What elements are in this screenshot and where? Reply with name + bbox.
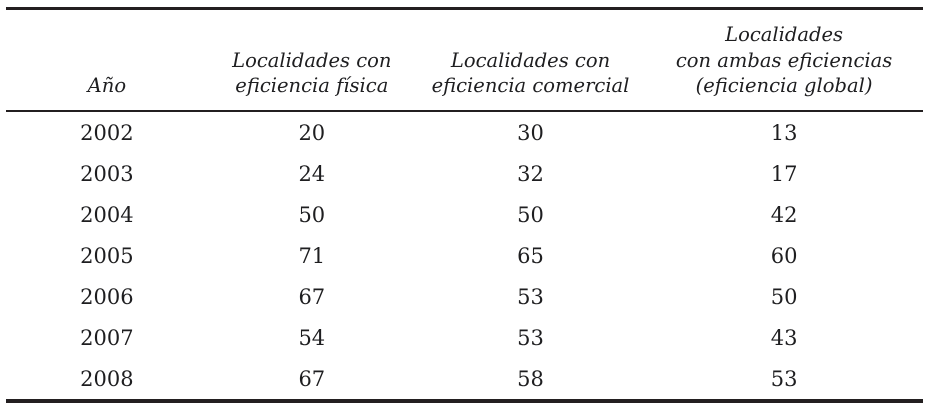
table-row: 2005 71 65 60 <box>6 235 923 276</box>
table-row: 2004 50 50 42 <box>6 194 923 235</box>
cell-comercial: 65 <box>517 243 544 268</box>
cell-comercial: 32 <box>517 161 544 186</box>
cell-year: 2007 <box>80 325 134 350</box>
cell-global: 42 <box>770 202 798 227</box>
cell-comercial: 53 <box>517 284 544 309</box>
column-header-eficiencia-comercial: Localidades con eficiencia comercial <box>415 8 646 113</box>
cell-fisica: 24 <box>298 161 326 186</box>
table-row: 2008 67 58 53 <box>6 358 923 401</box>
column-header-ano: Año <box>6 8 208 113</box>
efficiency-table: Año Localidades con eficiencia física Lo… <box>6 7 923 404</box>
cell-year: 2004 <box>80 202 134 227</box>
cell-fisica: 54 <box>298 325 326 350</box>
column-header-label: eficiencia comercial <box>431 74 630 98</box>
column-header-label: eficiencia física <box>235 74 389 98</box>
cell-fisica: 67 <box>298 366 326 391</box>
table-row: 2007 54 53 43 <box>6 317 923 358</box>
cell-comercial: 50 <box>517 202 544 227</box>
column-header-label: Año <box>87 74 127 98</box>
cell-global: 43 <box>770 325 798 350</box>
table-row: 2002 20 30 13 <box>6 111 923 153</box>
cell-year: 2002 <box>80 120 134 145</box>
cell-comercial: 58 <box>517 366 544 391</box>
cell-global: 50 <box>770 284 798 309</box>
cell-comercial: 53 <box>517 325 544 350</box>
column-header-label: Localidades <box>725 23 843 46</box>
column-header-eficiencia-fisica: Localidades con eficiencia física <box>207 8 416 113</box>
table-header-row: Año Localidades con eficiencia física Lo… <box>6 8 923 113</box>
cell-fisica: 50 <box>298 202 326 227</box>
cell-year: 2003 <box>80 161 134 186</box>
cell-global: 53 <box>770 366 798 391</box>
cell-global: 60 <box>770 243 798 268</box>
cell-year: 2008 <box>80 366 134 391</box>
cell-global: 17 <box>770 161 798 186</box>
column-header-label: Localidades con <box>232 48 392 72</box>
column-header-label: con ambas eficiencias <box>675 48 893 72</box>
column-header-eficiencia-global: Localidades con ambas eficiencias (efici… <box>645 8 923 113</box>
cell-fisica: 67 <box>298 284 326 309</box>
cell-year: 2006 <box>80 284 134 309</box>
cell-fisica: 20 <box>298 120 326 145</box>
column-header-label: (eficiencia global) <box>695 74 873 98</box>
cell-year: 2005 <box>80 243 134 268</box>
cell-global: 13 <box>770 120 798 145</box>
column-header-label: Localidades con <box>450 48 611 72</box>
table-row: 2006 67 53 50 <box>6 276 923 317</box>
cell-fisica: 71 <box>298 243 326 268</box>
table-row: 2003 24 32 17 <box>6 153 923 194</box>
cell-comercial: 30 <box>517 120 544 145</box>
